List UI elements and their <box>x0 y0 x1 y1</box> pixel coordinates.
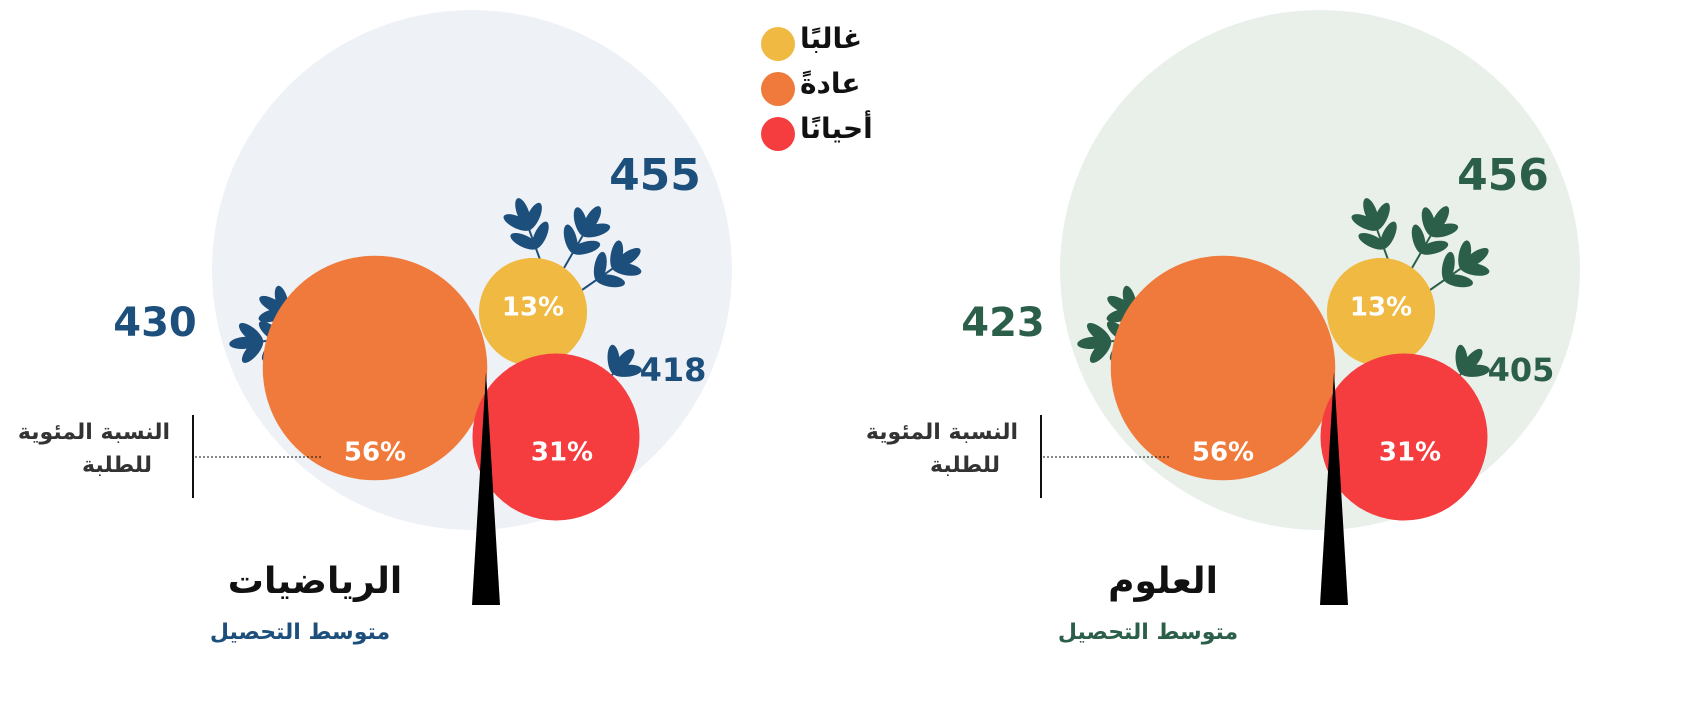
bubble <box>1320 353 1488 521</box>
bubble <box>478 257 588 367</box>
trunk <box>472 372 500 605</box>
leaf <box>229 336 260 349</box>
percent-label: 13% <box>502 293 564 323</box>
score-label: 456 <box>1457 150 1549 201</box>
legend-label: أحيانًا <box>800 110 873 145</box>
leaf <box>1380 221 1397 250</box>
chart-title: الرياضيات <box>228 561 402 602</box>
legend-label: عادةً <box>800 67 861 100</box>
score-label: 423 <box>961 300 1045 346</box>
leaf <box>595 274 625 288</box>
score-label: 455 <box>609 150 701 201</box>
percent-label: 56% <box>344 438 406 468</box>
note-label: النسبة المئوية <box>866 420 1018 445</box>
leaf <box>593 251 607 282</box>
leaf <box>615 247 641 268</box>
bubble <box>472 353 640 521</box>
score-label: 405 <box>1488 351 1555 389</box>
bubble <box>1326 257 1436 367</box>
percent-label: 31% <box>531 438 593 468</box>
leaf <box>1358 232 1387 250</box>
leaf <box>613 348 635 374</box>
leaf <box>1430 206 1450 233</box>
score-label: 430 <box>113 300 197 346</box>
leaf <box>582 206 602 233</box>
leaf <box>1363 198 1379 227</box>
chart-title: العلوم <box>1108 561 1218 602</box>
percent-label: 56% <box>1192 438 1254 468</box>
leaf <box>241 338 264 363</box>
leaf <box>510 232 539 250</box>
trunk <box>1320 372 1348 605</box>
leaf <box>1461 348 1483 374</box>
leaf <box>1411 224 1426 254</box>
background-circle <box>1060 10 1580 530</box>
chart-subtitle: متوسط التحصيل <box>210 620 390 645</box>
note-label: للطلبة <box>930 453 1000 478</box>
legend-swatch <box>761 117 795 151</box>
leaf <box>1419 240 1449 255</box>
score-label: 418 <box>640 351 707 389</box>
leaf <box>571 240 601 255</box>
leaf <box>563 224 578 254</box>
note-label: النسبة المئوية <box>18 420 170 445</box>
leaf <box>1077 336 1108 349</box>
percent-label: 31% <box>1379 438 1441 468</box>
note-label: للطلبة <box>82 453 152 478</box>
chart-subtitle: متوسط التحصيل <box>1058 620 1238 645</box>
leaf <box>1441 251 1455 282</box>
leaf <box>532 221 549 250</box>
percent-label: 13% <box>1350 293 1412 323</box>
legend-label: غالبًا <box>800 22 862 55</box>
leaf <box>515 198 531 227</box>
bubble <box>1110 255 1336 481</box>
legend-swatch <box>761 27 795 61</box>
legend-swatch <box>761 72 795 106</box>
leaf <box>1089 338 1112 363</box>
bubble <box>262 255 488 481</box>
background-circle <box>212 10 732 530</box>
leaf <box>503 214 532 231</box>
leaf <box>1351 214 1380 231</box>
leaf <box>1463 247 1489 268</box>
leaf <box>1443 274 1473 288</box>
